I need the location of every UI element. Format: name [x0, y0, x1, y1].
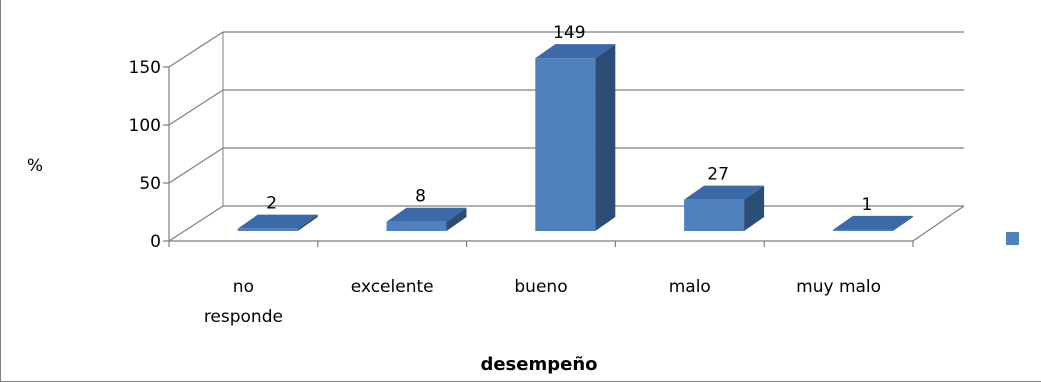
bars	[237, 44, 913, 231]
bar-front	[535, 58, 596, 231]
bar	[832, 215, 913, 231]
bar	[386, 207, 467, 231]
data-label: 8	[415, 187, 426, 207]
y-axis-title: %	[27, 156, 43, 176]
bar-side	[297, 214, 318, 231]
y-tick-label: 50	[139, 174, 161, 194]
category-label: no	[233, 277, 254, 297]
x-axis-title: desempeño	[480, 354, 597, 375]
bar-front	[832, 229, 893, 231]
bar-top	[386, 207, 467, 222]
bar-side	[595, 44, 616, 231]
bar-top	[535, 44, 616, 59]
data-label: 2	[266, 194, 277, 214]
bar-front	[684, 199, 745, 231]
bar-side	[892, 215, 913, 231]
y-tick-label: 100	[129, 116, 161, 136]
category-label: bueno	[514, 277, 567, 297]
bar-top	[237, 214, 318, 229]
category-label: excelente	[351, 277, 434, 297]
y-tick-label: 0	[150, 232, 161, 252]
bar-top	[832, 215, 913, 230]
bar-side	[446, 207, 467, 231]
category-label: muy malo	[796, 277, 881, 297]
bar-front	[237, 228, 298, 231]
bar	[535, 44, 616, 231]
y-tick-label: 150	[129, 58, 161, 78]
bar-front	[386, 221, 447, 231]
bar	[237, 214, 318, 231]
bar-top	[684, 185, 765, 200]
data-label: 27	[707, 165, 729, 185]
data-label: 149	[553, 23, 585, 43]
bar-side	[744, 185, 765, 231]
category-label: responde	[204, 307, 283, 327]
legend-marker	[1006, 232, 1019, 245]
labels: 0 50 100 150 2 no responde 8 excelente 149 bueno 27…	[129, 23, 882, 327]
category-label: malo	[669, 277, 711, 297]
bar	[684, 185, 765, 231]
data-label: 1	[861, 195, 872, 215]
axes	[163, 66, 914, 247]
